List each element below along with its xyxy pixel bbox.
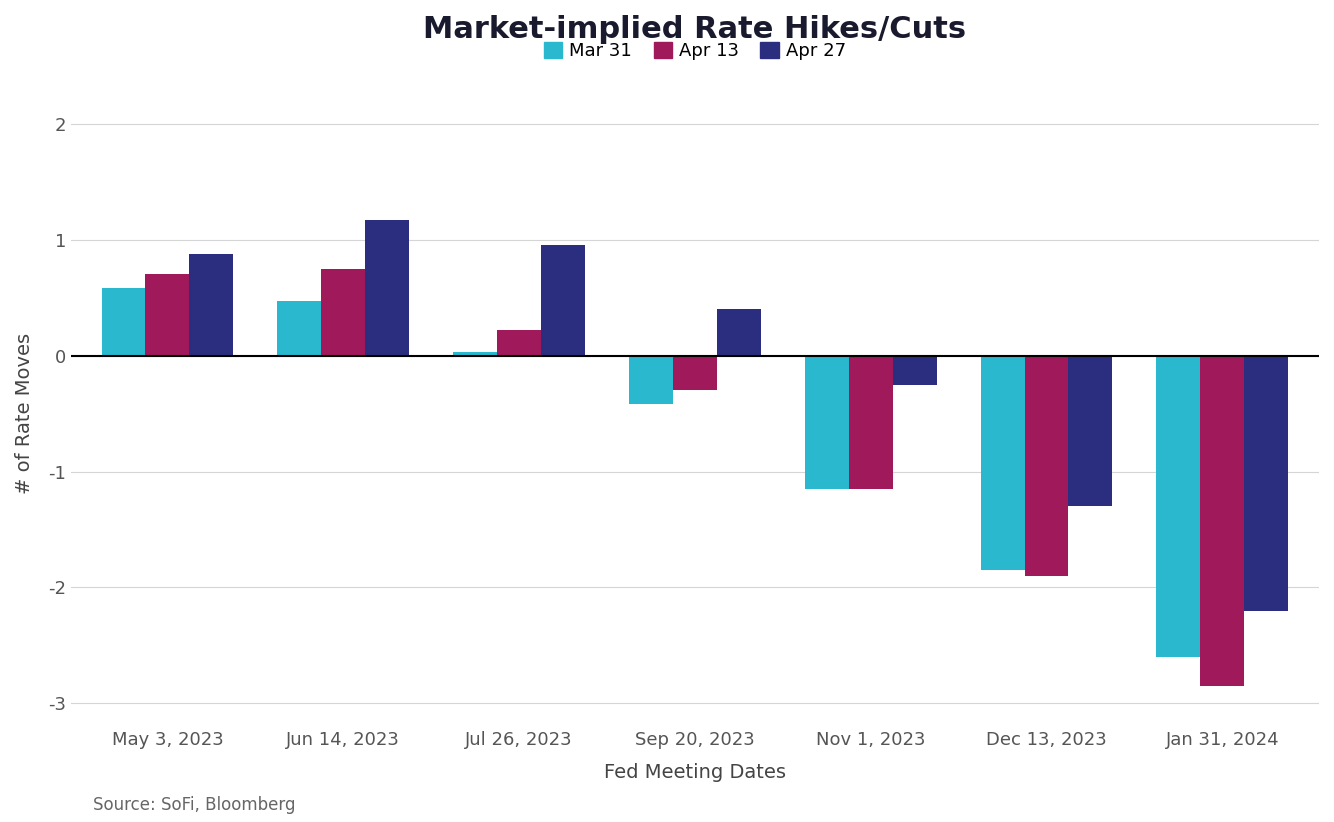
Bar — [628, 356, 672, 404]
Text: Source: SoFi, Bloomberg: Source: SoFi, Bloomberg — [93, 796, 296, 814]
Bar — [366, 220, 410, 356]
Bar — [1025, 356, 1069, 576]
Bar — [321, 269, 366, 356]
Bar — [101, 289, 145, 356]
Bar — [1157, 356, 1201, 657]
Bar — [848, 356, 892, 489]
Bar — [804, 356, 848, 489]
Bar — [1245, 356, 1289, 611]
Bar — [498, 330, 542, 356]
X-axis label: Fed Meeting Dates: Fed Meeting Dates — [604, 764, 786, 783]
Bar — [892, 356, 936, 385]
Bar — [716, 309, 760, 356]
Bar — [980, 356, 1025, 570]
Legend: Mar 31, Apr 13, Apr 27: Mar 31, Apr 13, Apr 27 — [536, 35, 854, 67]
Y-axis label: # of Rate Moves: # of Rate Moves — [15, 333, 33, 494]
Bar — [672, 356, 716, 390]
Bar — [1069, 356, 1113, 506]
Bar — [277, 301, 321, 356]
Bar — [542, 246, 586, 356]
Title: Market-implied Rate Hikes/Cuts: Market-implied Rate Hikes/Cuts — [423, 15, 966, 44]
Bar — [189, 253, 233, 356]
Bar — [1201, 356, 1245, 686]
Bar — [145, 275, 189, 356]
Bar — [454, 352, 498, 356]
